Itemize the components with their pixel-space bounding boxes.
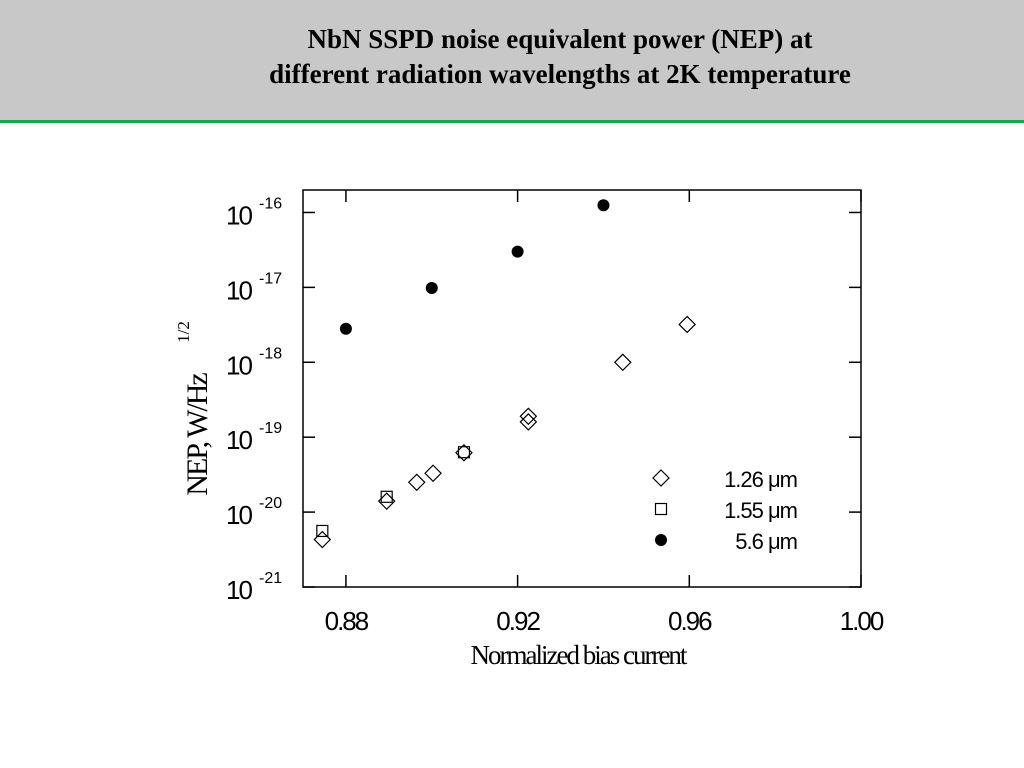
diamond-point <box>519 407 538 426</box>
square-point <box>457 446 471 459</box>
plot-frame <box>302 189 862 588</box>
y-tick-label-exponent: -21 <box>259 570 282 587</box>
slide-title: NbN SSPD noise equivalent power (NEP) at… <box>0 22 1024 92</box>
legend-label: 1.26 μm <box>724 467 797 492</box>
diamond-point <box>519 413 538 431</box>
y-tick-label-exponent: -20 <box>259 495 282 512</box>
circle-point <box>339 322 352 335</box>
square-point <box>316 524 329 538</box>
legend-label: 1.55 μm <box>724 498 797 523</box>
x-axis-label: Normalized bias current <box>471 640 688 670</box>
x-tick-label: 1.00 <box>840 606 884 636</box>
y-axis-label-exponent: 1/2 <box>174 321 193 343</box>
y-tick-label: 10 <box>226 200 252 230</box>
axis-ticks <box>303 190 862 588</box>
title-bar <box>0 0 1024 120</box>
slide-title-line-1: NbN SSPD noise equivalent power (NEP) at <box>307 24 813 54</box>
y-axis-label: NEP, W/Hz <box>181 373 214 496</box>
square-point <box>380 490 393 503</box>
y-tick-label: 10 <box>226 350 252 380</box>
x-tick-label: 0.96 <box>668 606 712 636</box>
y-tick-label: 10 <box>226 425 252 455</box>
circle-point <box>511 245 524 258</box>
diamond-point <box>424 464 442 483</box>
data-points <box>313 199 697 549</box>
circle-point <box>597 199 610 212</box>
x-tick-labels: 0.88 0.92 0.96 1.00 <box>325 606 886 636</box>
circle-point <box>425 282 438 295</box>
slide-title-line-2: different radiation wavelengths at 2K te… <box>269 59 851 89</box>
legend-square-marker <box>654 502 668 516</box>
y-tick-label-exponent: -18 <box>259 345 282 362</box>
diamond-point <box>678 315 697 334</box>
y-tick-label: 10 <box>226 575 252 605</box>
y-tick-label-exponent: -19 <box>259 420 282 437</box>
legend-circle-marker <box>655 534 667 546</box>
diamond-point <box>613 353 632 372</box>
x-tick-label: 0.88 <box>325 606 369 636</box>
y-tick-labels: 10 -16 10 -17 10 -18 10 -19 10 -20 10 -21 <box>226 195 282 605</box>
x-tick-label: 0.92 <box>496 606 540 636</box>
title-divider <box>0 120 1024 123</box>
y-tick-label-exponent: -16 <box>259 195 282 212</box>
diamond-point <box>407 473 426 492</box>
y-tick-label: 10 <box>226 500 252 530</box>
legend: 1.26 μm 1.55 μm 5.6 μm <box>652 467 798 554</box>
y-tick-label: 10 <box>226 275 252 305</box>
y-tick-label-exponent: -17 <box>259 270 282 287</box>
legend-label: 5.6 μm <box>735 529 797 554</box>
legend-diamond-marker <box>652 469 670 487</box>
